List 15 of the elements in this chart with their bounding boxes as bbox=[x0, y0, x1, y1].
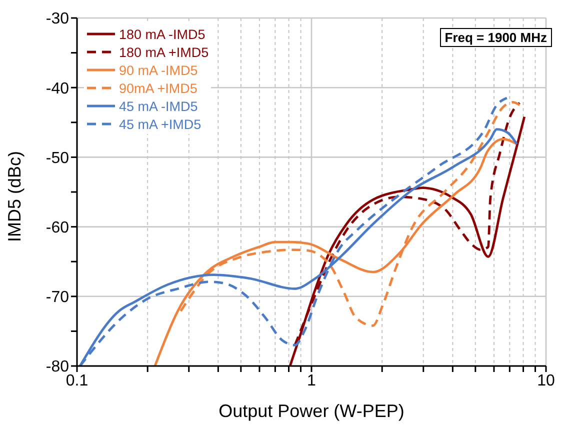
y-tick-label: -30 bbox=[46, 10, 70, 28]
x-tick-label: 10 bbox=[537, 372, 555, 390]
y-tick-label: -70 bbox=[46, 289, 70, 306]
legend-label: 45 mA -IMD5 bbox=[119, 98, 198, 114]
legend-label: 180 mA +IMD5 bbox=[119, 44, 209, 60]
x-tick-label: 1 bbox=[307, 372, 316, 390]
legend-label: 90mA +IMD5 bbox=[119, 80, 198, 96]
annotation: Freq = 1900 MHz bbox=[440, 28, 552, 47]
legend-label: 90 mA -IMD5 bbox=[119, 62, 198, 78]
legend-label: 180 mA -IMD5 bbox=[119, 26, 206, 42]
y-tick-label: -50 bbox=[46, 150, 70, 167]
y-tick-label: -60 bbox=[46, 219, 70, 236]
x-axis-title: Output Power (W-PEP) bbox=[218, 401, 404, 421]
y-tick-label: -40 bbox=[46, 80, 70, 98]
legend-label: 45 mA +IMD5 bbox=[119, 116, 202, 132]
